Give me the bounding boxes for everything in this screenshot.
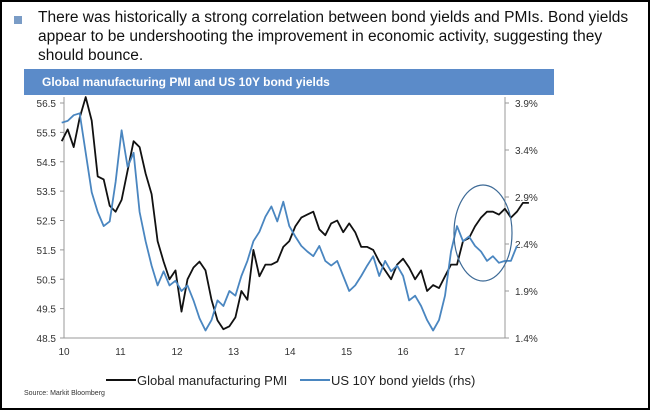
- y-tick-label-left: 49.5: [37, 305, 57, 316]
- y-tick-label-right: 2.4%: [515, 240, 538, 251]
- y-tick-label-left: 56.5: [37, 99, 57, 110]
- bullet-icon: [14, 16, 22, 24]
- y-tick-label-right: 3.4%: [515, 146, 538, 157]
- x-tick-label: 17: [454, 347, 466, 358]
- y-tick-label-left: 51.5: [37, 246, 57, 257]
- x-tick-label: 14: [284, 347, 296, 358]
- x-tick-label: 16: [397, 347, 409, 358]
- x-tick-label: 12: [171, 347, 183, 358]
- yield-series-line: [61, 112, 518, 332]
- y-tick-label-left: 50.5: [37, 275, 57, 286]
- legend-pmi-label: Global manufacturing PMI: [137, 373, 287, 388]
- x-tick-label: 15: [341, 347, 353, 358]
- y-tick-label-left: 48.5: [37, 334, 57, 345]
- y-tick-label-left: 55.5: [37, 128, 57, 139]
- y-tick-label-left: 54.5: [37, 158, 57, 169]
- y-tick-label-left: 53.5: [37, 187, 57, 198]
- pmi-series-line: [60, 96, 529, 331]
- y-tick-label-right: 3.9%: [515, 99, 538, 110]
- y-tick-label-right: 1.9%: [515, 287, 538, 298]
- highlight-ellipse: [453, 184, 513, 282]
- source-note: Source: Markit Bloomberg: [24, 390, 105, 397]
- x-tick-label: 11: [115, 347, 126, 358]
- chart-title: Global manufacturing PMI and US 10Y bond…: [24, 69, 554, 95]
- legend-yield-label: US 10Y bond yields (rhs): [331, 373, 475, 388]
- x-tick-label: 13: [228, 347, 240, 358]
- y-tick-label-right: 2.9%: [515, 193, 538, 204]
- x-tick-label: 10: [58, 347, 70, 358]
- y-tick-label-right: 1.4%: [515, 334, 538, 345]
- intro-text: There was historically a strong correlat…: [38, 9, 629, 64]
- y-tick-label-left: 52.5: [37, 217, 57, 228]
